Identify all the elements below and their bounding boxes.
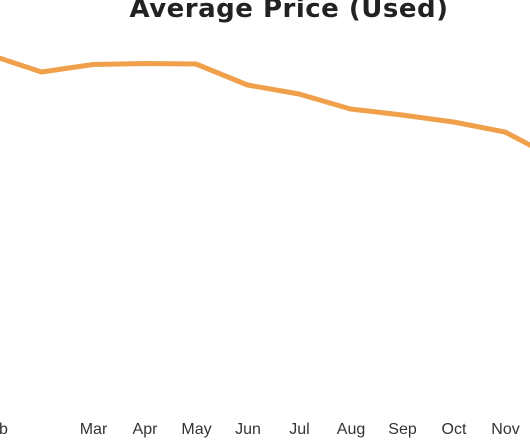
series-line — [0, 55, 530, 148]
chart-title: Average Price (Used) — [129, 0, 449, 24]
data-point-sep — [348, 106, 353, 112]
x-tick-label-mar: Mar — [80, 421, 108, 438]
x-tick-label-aug: Aug — [337, 421, 365, 438]
data-point-may — [142, 61, 147, 66]
data-point-nov — [451, 119, 456, 125]
x-tick-label-apr: Apr — [133, 421, 159, 438]
data-point-dec — [502, 129, 508, 135]
x-tick-label-may: May — [181, 421, 211, 438]
data-point-jun — [193, 61, 199, 67]
x-tick-label-sep: Sep — [388, 421, 417, 438]
data-point-mar — [39, 69, 44, 75]
x-tick-label-nov: Nov — [491, 421, 519, 438]
x-tick-label-oct: Oct — [442, 421, 467, 438]
data-point-apr — [90, 62, 96, 67]
series-layer — [0, 55, 530, 148]
x-tick-label-jul: Jul — [289, 421, 309, 438]
data-point-oct — [399, 112, 405, 118]
point-layer — [39, 61, 508, 135]
data-point-aug — [296, 91, 302, 97]
x-tick-label-jun: Jun — [235, 421, 261, 438]
x-tick-label-feb: b — [0, 421, 8, 438]
data-point-jul — [245, 82, 250, 88]
x-axis-ticks: bMarAprMayJunJulAugSepOctNovDec — [0, 421, 520, 438]
